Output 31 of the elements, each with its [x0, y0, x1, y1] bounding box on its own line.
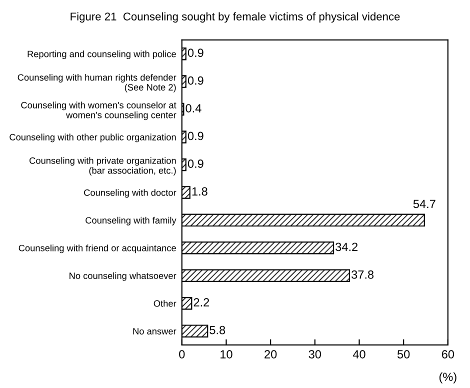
data-label: 0.9: [188, 160, 204, 168]
y-tick-label: Counseling with human rights defender (See Note 2): [18, 74, 176, 92]
y-tick-label: Counseling with family: [86, 216, 176, 226]
y-tick-label: Counseling with women's counselor at women's counseling center: [21, 102, 176, 120]
y-tick-label: Counseling with private organization (bar association, etc.): [30, 157, 176, 176]
x-tick-label: 50: [397, 350, 410, 358]
x-tick-label: 20: [264, 350, 277, 358]
y-tick-label: Reporting and counseling with police: [28, 50, 176, 60]
y-tick-label: Counseling with doctor: [84, 189, 176, 198]
data-label: 0.9: [188, 132, 204, 140]
y-tick-label: Other: [154, 300, 176, 307]
y-tick-label: Counseling with friend or acquaintance: [18, 244, 176, 254]
data-label: 0.9: [188, 48, 204, 57]
x-axis-title: (%): [439, 372, 456, 384]
data-label: 34.2: [336, 242, 358, 252]
data-label: 54.7: [413, 200, 436, 208]
y-tick-label: Counseling with other public organization: [10, 134, 176, 142]
data-label: 0.4: [186, 104, 202, 112]
x-tick-label: 60: [442, 350, 454, 358]
chart-title: Figure 21 Counseling sought by female victims of physical vidence: [70, 12, 400, 23]
data-label: 37.8: [352, 270, 374, 279]
data-label: 0.9: [188, 76, 204, 85]
x-tick-label: 0: [179, 350, 185, 358]
y-tick-label: No counseling whatsoever: [70, 272, 176, 281]
x-tick-label: 30: [308, 350, 322, 358]
x-tick-label: 40: [352, 350, 366, 358]
data-label: 5.8: [210, 326, 226, 334]
data-label: 1.8: [192, 187, 208, 196]
data-label: 2.2: [194, 298, 210, 306]
y-tick-label: No answer: [133, 328, 176, 334]
x-tick-label: 10: [220, 350, 232, 358]
